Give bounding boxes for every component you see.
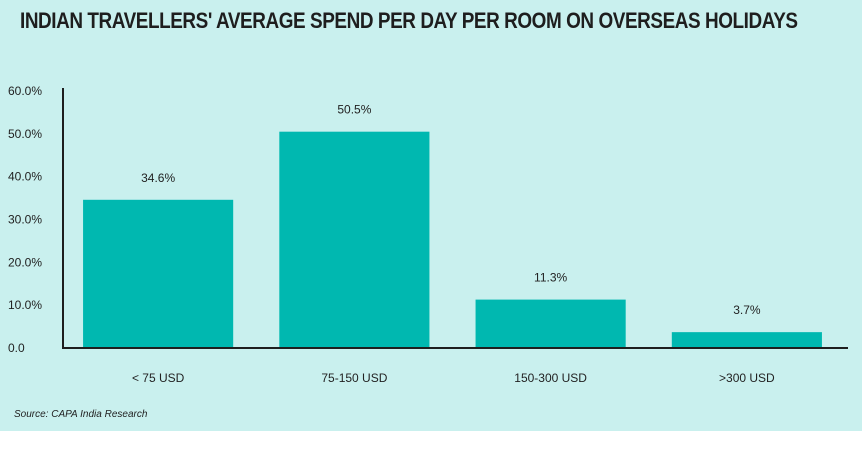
y-tick-label: 40.0%	[8, 170, 42, 184]
x-tick-label: < 75 USD	[132, 371, 185, 385]
data-labels: 34.6% 50.5% 11.3% 3.7%	[141, 103, 761, 317]
x-tick-label: 150-300 USD	[514, 371, 587, 385]
source-note: Source: CAPA India Research	[14, 409, 148, 420]
bars	[83, 131, 822, 348]
chart-title: INDIAN TRAVELLERS' AVERAGE SPEND PER DAY…	[20, 8, 798, 33]
y-tick-label: 20.0%	[8, 255, 42, 269]
data-label: 50.5%	[337, 103, 371, 117]
data-label: 34.6%	[141, 171, 175, 185]
bar	[475, 299, 626, 348]
x-tick-label: 75-150 USD	[321, 371, 387, 385]
x-tick-label: >300 USD	[719, 371, 775, 385]
y-tick-label: 0.0	[8, 341, 25, 355]
bar-chart: 0.0 10.0% 20.0% 30.0% 40.0% 50.0% 60.0% 34.6% 5…	[8, 84, 848, 385]
chart-panel: INDIAN TRAVELLERS' AVERAGE SPEND PER DAY…	[0, 0, 862, 431]
y-tick-label: 10.0%	[8, 298, 42, 312]
y-tick-label: 30.0%	[8, 213, 42, 227]
bar	[671, 332, 822, 348]
bar	[279, 131, 430, 348]
data-label: 3.7%	[733, 303, 761, 317]
x-axis-ticks: < 75 USD 75-150 USD 150-300 USD >300 USD	[132, 371, 775, 385]
y-tick-label: 60.0%	[8, 84, 42, 98]
bar	[83, 199, 234, 348]
data-label: 11.3%	[534, 271, 567, 285]
y-axis-ticks: 0.0 10.0% 20.0% 30.0% 40.0% 50.0% 60.0%	[8, 84, 42, 355]
y-tick-label: 50.0%	[8, 127, 42, 141]
